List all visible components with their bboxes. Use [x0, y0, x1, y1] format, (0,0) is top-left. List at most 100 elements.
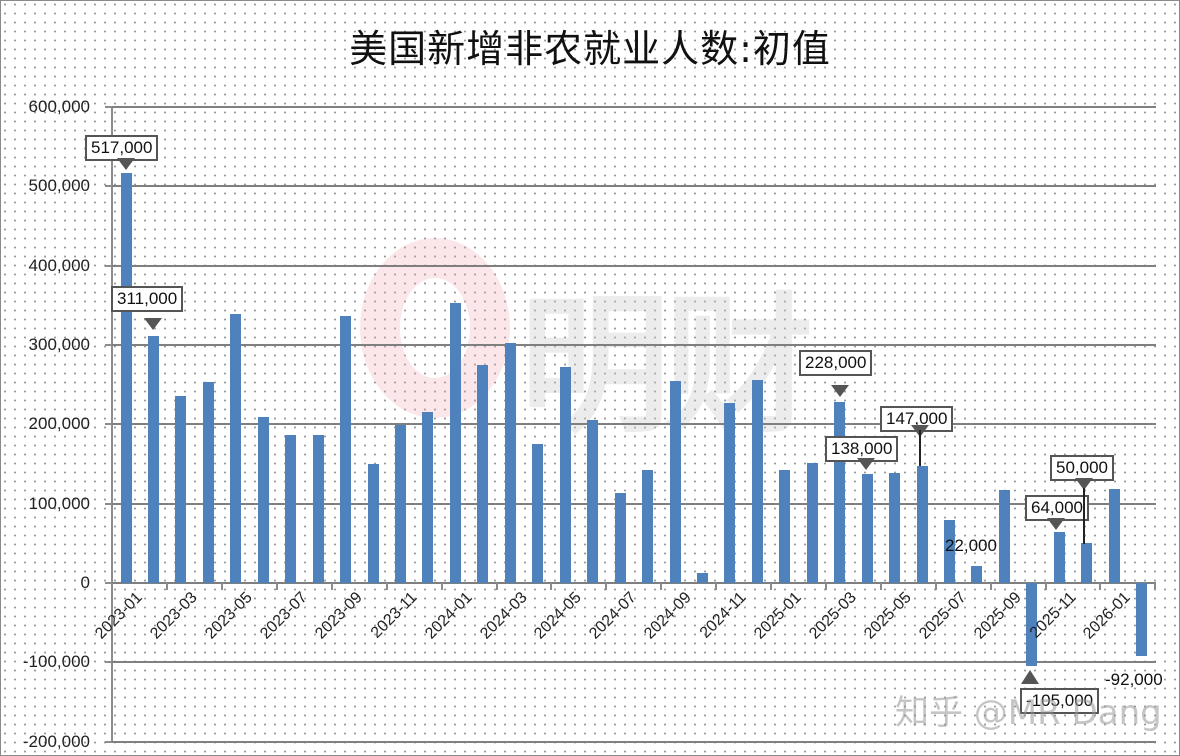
bar-2024-09 [669, 381, 681, 583]
x-tick-label: 2024-05 [531, 589, 586, 643]
x-tick [221, 583, 224, 590]
y-tick-label: 600,000 [28, 97, 90, 116]
gridline [112, 582, 1156, 584]
x-tick-label: 2023-05 [202, 589, 256, 643]
x-tick-label: 2026-01 [1080, 589, 1135, 643]
bar-2023-05 [230, 314, 242, 583]
bar-2025-11 [1053, 532, 1065, 583]
x-tick [715, 583, 718, 590]
bar-2025-08 [971, 565, 983, 583]
x-tick [1154, 583, 1157, 590]
data-callout: 138,000 [825, 436, 899, 462]
x-tick [550, 583, 553, 590]
y-tick [105, 185, 112, 188]
bar-2025-10 [1026, 583, 1038, 667]
y-tick [105, 106, 112, 108]
bar-2023-09 [340, 316, 352, 583]
watermark-author: 知乎 @MR Dang [895, 693, 1162, 733]
x-tick-label: 2024-11 [697, 589, 750, 642]
y-tick [105, 582, 112, 584]
bar-2023-11 [395, 425, 406, 583]
bar-2025-03 [834, 402, 846, 583]
data-callout: 50,000 [1050, 455, 1114, 481]
x-tick-label: 2024-03 [476, 589, 531, 643]
bar-2023-06 [257, 417, 269, 583]
y-tick-label: -200,000 [22, 731, 90, 751]
callout-arrow-icon [857, 458, 875, 470]
bar-2026-01 [1108, 488, 1120, 583]
chart-title: 美国新增非农就业人数:初值 [349, 27, 831, 71]
bar-2026-02 [1136, 583, 1148, 656]
data-callout: -105,000 [1020, 688, 1100, 714]
bar-2023-07 [285, 434, 297, 583]
bar-2023-02 [147, 336, 159, 583]
x-tick [605, 583, 608, 590]
y-tick-label: 200,000 [28, 414, 90, 434]
bar-2023-08 [312, 434, 324, 583]
x-tick-label: 2025-09 [970, 589, 1025, 643]
bar-2025-06 [916, 466, 928, 583]
bar-2024-03 [504, 342, 516, 583]
y-tick [105, 344, 112, 346]
data-callout: 311,000 [111, 286, 184, 312]
gridline [112, 344, 1156, 346]
bar-2023-01 [120, 172, 132, 583]
bar-2025-05 [889, 472, 901, 583]
x-tick-label: 2025-05 [861, 589, 915, 643]
y-tick-label: -100,000 [22, 652, 90, 672]
gridline [112, 661, 1156, 664]
bar-2023-12 [422, 411, 434, 583]
callout-arrow-icon [1075, 478, 1093, 490]
x-tick-label: 2023-03 [147, 589, 201, 643]
x-tick [824, 583, 827, 590]
bar-2024-10 [696, 573, 708, 583]
bar-2025-07 [944, 520, 955, 583]
leader-line [1083, 488, 1085, 544]
gridline [112, 502, 1156, 505]
bar-2024-08 [642, 470, 654, 583]
bar-2025-01 [779, 469, 791, 583]
y-tick-label: 300,000 [28, 335, 90, 354]
callout-arrow-icon [1021, 670, 1039, 684]
x-tick-label: 2025-03 [806, 589, 860, 643]
x-tick [989, 583, 992, 590]
x-tick-label: 2023-11 [367, 589, 421, 642]
leader-line [919, 430, 921, 466]
bar-2024-01 [449, 302, 461, 583]
x-tick [770, 583, 773, 590]
x-tick [660, 583, 663, 590]
x-tick [385, 583, 388, 590]
callout-arrow-icon [831, 385, 849, 397]
y-tick [105, 661, 112, 664]
bar-2023-04 [202, 382, 214, 583]
x-tick [1044, 583, 1047, 590]
gridline [112, 423, 1156, 426]
x-tick [495, 583, 498, 590]
x-tick [1099, 583, 1102, 590]
y-tick [105, 502, 112, 505]
x-tick-label: 2024-09 [641, 589, 696, 643]
gridline [112, 264, 1156, 267]
x-tick [330, 583, 333, 590]
callout-arrow-icon [1047, 518, 1065, 530]
x-tick-label: 2025-07 [915, 589, 970, 643]
data-label: 22,000 [944, 536, 997, 555]
x-tick [879, 583, 882, 590]
x-tick [934, 583, 937, 590]
y-tick [105, 423, 112, 426]
bar-2025-02 [806, 463, 818, 583]
y-tick [105, 264, 112, 267]
x-tick-label: 2023-09 [312, 589, 366, 643]
gridline [112, 185, 1156, 188]
gridline [112, 106, 1156, 108]
bar-2024-12 [751, 379, 763, 583]
x-tick-label: 2023-07 [257, 589, 311, 643]
bar-2024-11 [724, 402, 736, 583]
callout-arrow-icon [144, 318, 162, 330]
data-callout: 228,000 [799, 350, 873, 376]
x-tick [166, 583, 169, 590]
x-tick-label: 2024-01 [421, 589, 476, 643]
bar-2024-02 [477, 364, 489, 583]
y-tick-label: 0 [80, 573, 90, 592]
x-tick [440, 583, 443, 590]
